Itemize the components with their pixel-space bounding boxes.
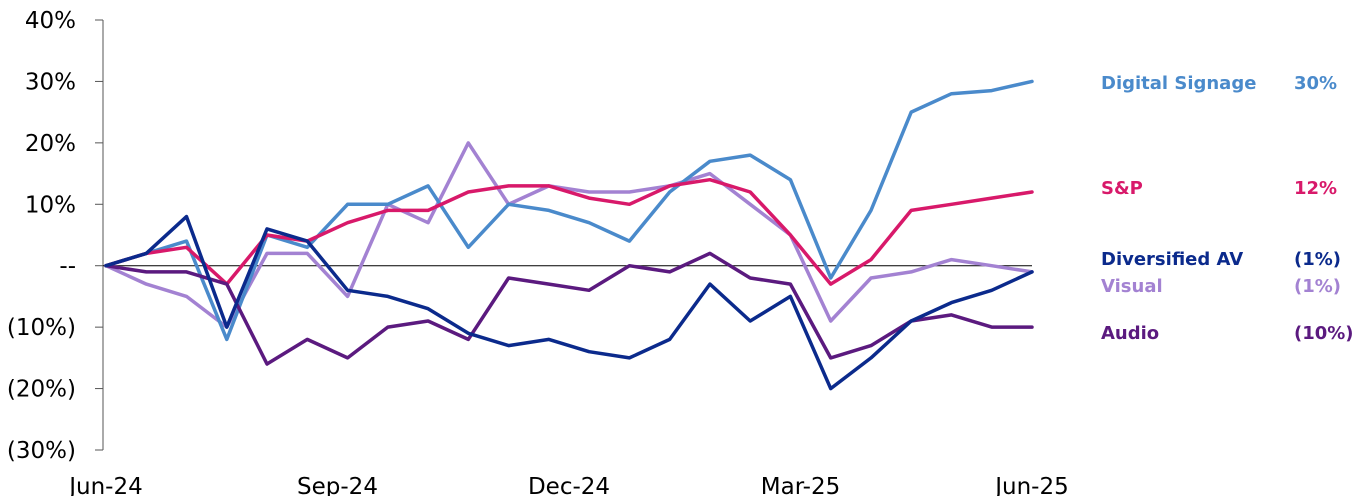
- x-tick-label: Dec-24: [528, 474, 610, 496]
- legend-label-s-p: S&P: [1101, 178, 1143, 199]
- legend: Digital Signage 30% S&P 12% Diversified AV (1…: [1101, 73, 1354, 344]
- y-tick-label: (10%): [7, 315, 76, 341]
- series-line-visual: [104, 141, 1034, 329]
- series-line-audio: [104, 251, 1034, 366]
- legend-value-diversified-av: (1%): [1294, 249, 1341, 270]
- legend-label-audio: Audio: [1101, 323, 1159, 344]
- legend-value-digital-signage: 30%: [1294, 73, 1337, 94]
- y-tick-label: 30%: [25, 69, 76, 95]
- y-tick-label: --: [59, 254, 76, 280]
- legend-label-digital-signage: Digital Signage: [1101, 73, 1256, 94]
- y-tick-label: 20%: [25, 131, 76, 157]
- x-axis: Jun-24 Sep-24 Dec-24 Mar-25 Jun-25: [67, 474, 1069, 496]
- y-tick-label: 10%: [25, 192, 76, 218]
- legend-value-visual: (1%): [1294, 276, 1341, 297]
- y-tick-label: (30%): [7, 438, 76, 464]
- series-line-s-p: [104, 177, 1034, 286]
- x-tick-label: Jun-24: [67, 474, 143, 496]
- legend-value-s-p: 12%: [1294, 178, 1337, 199]
- y-tick-label: 40%: [25, 8, 76, 34]
- series-line-digital-signage: [104, 79, 1034, 342]
- legend-value-audio: (10%): [1294, 323, 1354, 344]
- x-tick-label: Jun-25: [993, 474, 1069, 496]
- series-line-diversified-av: [104, 214, 1034, 391]
- legend-label-visual: Visual: [1101, 276, 1163, 297]
- x-tick-label: Sep-24: [297, 474, 378, 496]
- legend-label-diversified-av: Diversified AV: [1101, 249, 1243, 270]
- y-tick-label: (20%): [7, 377, 76, 403]
- series-lines: [104, 79, 1034, 391]
- x-tick-label: Mar-25: [761, 474, 841, 496]
- y-axis: 40% 30% 20% 10% -- (10%) (20%) (30%): [7, 8, 1032, 464]
